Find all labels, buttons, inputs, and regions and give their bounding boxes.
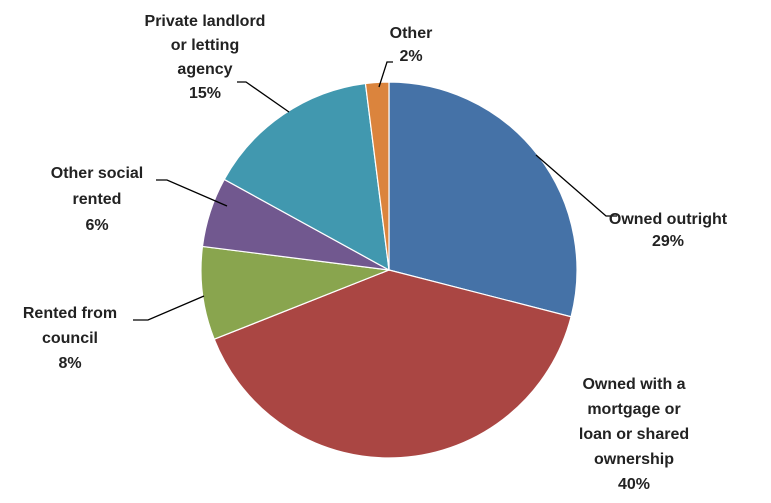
slice-label-line: Owned with a <box>582 376 685 393</box>
slice-label-line: mortgage or <box>587 401 680 418</box>
pie-slice-owned-with-a-mortgage-or-loan-or-shared-ownership <box>213 269 572 459</box>
leader-line-other <box>378 61 393 88</box>
leader-lines <box>133 61 617 321</box>
slice-label-line: Owned outright <box>609 211 728 228</box>
slice-label-line: Private landlord <box>145 13 266 30</box>
pie-slices <box>200 81 578 459</box>
slice-value-label: 40% <box>618 476 650 493</box>
leader-line-owned-outright <box>535 154 617 217</box>
slice-label-rented-from-council: Rented from council 8% <box>23 305 117 372</box>
slice-label-line: or letting <box>171 37 239 54</box>
leader-line-other-social-rented <box>156 179 228 207</box>
slice-label-owned-outright: Owned outright 29% <box>609 211 728 250</box>
slice-label-line: council <box>42 330 98 347</box>
slice-label-line: agency <box>177 61 232 78</box>
slice-label-owned-with-a-mortgage-or-loan-or-shared-ownership: Owned with a mortgage or loan or shared own… <box>579 376 689 493</box>
pie-slice-owned-outright <box>388 81 578 318</box>
leader-line-rented-from-council <box>133 295 205 321</box>
slice-value-label: 8% <box>58 355 81 372</box>
slice-label-other-social-rented: Other social rented 6% <box>51 165 143 234</box>
pie-slice-other <box>364 81 390 271</box>
slice-label-line: rented <box>73 191 122 208</box>
slice-label-private-landlord-or-letting-agency: Private landlord or letting agency 15% <box>145 13 266 102</box>
slice-label-line: Rented from <box>23 305 117 322</box>
slice-value-label: 29% <box>652 233 684 250</box>
slice-label-line: Other <box>390 25 433 42</box>
pie-slice-rented-from-council <box>200 245 390 340</box>
slice-value-label: 15% <box>189 85 221 102</box>
slice-label-line: ownership <box>594 451 674 468</box>
slice-labels: Owned outright 29% Owned with a mortgage or… <box>23 13 728 493</box>
slice-label-line: Other social <box>51 165 143 182</box>
pie-slice-private-landlord-or-letting-agency <box>223 82 390 272</box>
slice-value-label: 6% <box>85 217 108 234</box>
slice-label-line: loan or shared <box>579 426 689 443</box>
slice-value-label: 2% <box>399 48 422 65</box>
slice-label-other: Other 2% <box>390 25 433 65</box>
leader-line-private-landlord-or-letting-agency <box>237 81 290 113</box>
